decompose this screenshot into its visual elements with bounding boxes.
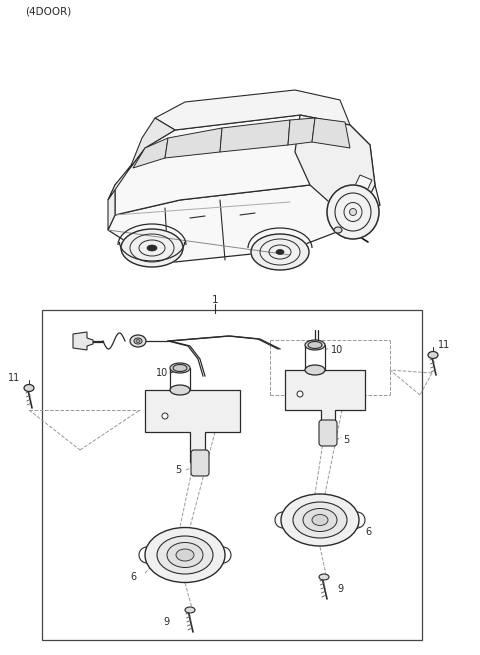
Ellipse shape bbox=[173, 364, 187, 371]
Text: 6: 6 bbox=[365, 527, 371, 537]
Text: 5: 5 bbox=[343, 435, 349, 445]
Polygon shape bbox=[155, 90, 350, 130]
Text: 1: 1 bbox=[212, 295, 218, 305]
Ellipse shape bbox=[170, 385, 190, 395]
Ellipse shape bbox=[312, 514, 328, 525]
Ellipse shape bbox=[185, 607, 195, 613]
Text: (4DOOR): (4DOOR) bbox=[25, 7, 71, 17]
Ellipse shape bbox=[136, 339, 140, 343]
Ellipse shape bbox=[276, 250, 284, 255]
Ellipse shape bbox=[281, 494, 359, 546]
FancyBboxPatch shape bbox=[319, 420, 337, 446]
FancyBboxPatch shape bbox=[191, 450, 209, 476]
Polygon shape bbox=[115, 115, 375, 215]
Polygon shape bbox=[73, 332, 93, 350]
Bar bbox=[42, 310, 422, 640]
Polygon shape bbox=[312, 118, 350, 148]
Ellipse shape bbox=[327, 185, 379, 239]
Polygon shape bbox=[108, 148, 145, 200]
Polygon shape bbox=[133, 138, 168, 168]
Ellipse shape bbox=[134, 338, 142, 344]
Polygon shape bbox=[220, 120, 290, 152]
Ellipse shape bbox=[24, 384, 34, 392]
Polygon shape bbox=[285, 370, 365, 438]
Ellipse shape bbox=[176, 549, 194, 561]
Polygon shape bbox=[130, 118, 175, 168]
Ellipse shape bbox=[251, 234, 309, 270]
Polygon shape bbox=[108, 185, 115, 230]
Ellipse shape bbox=[167, 542, 203, 567]
Polygon shape bbox=[145, 390, 240, 462]
Polygon shape bbox=[108, 185, 380, 262]
Ellipse shape bbox=[308, 341, 322, 348]
Text: 6: 6 bbox=[130, 572, 136, 582]
Ellipse shape bbox=[121, 229, 183, 267]
Ellipse shape bbox=[157, 536, 213, 574]
Text: 9: 9 bbox=[337, 584, 343, 594]
Text: 5: 5 bbox=[175, 465, 181, 475]
Text: 11: 11 bbox=[8, 373, 20, 383]
Ellipse shape bbox=[319, 574, 329, 580]
Polygon shape bbox=[295, 115, 375, 225]
Ellipse shape bbox=[305, 365, 325, 375]
Ellipse shape bbox=[305, 340, 325, 350]
Ellipse shape bbox=[145, 527, 225, 582]
Ellipse shape bbox=[303, 508, 337, 531]
Polygon shape bbox=[165, 128, 222, 158]
Ellipse shape bbox=[130, 335, 146, 347]
Ellipse shape bbox=[428, 352, 438, 358]
Ellipse shape bbox=[297, 391, 303, 397]
Polygon shape bbox=[288, 118, 315, 145]
Text: 10: 10 bbox=[331, 345, 343, 355]
Ellipse shape bbox=[170, 363, 190, 373]
Text: 11: 11 bbox=[438, 340, 450, 350]
Ellipse shape bbox=[293, 502, 347, 538]
Text: 10: 10 bbox=[156, 368, 168, 378]
Polygon shape bbox=[352, 175, 372, 197]
Ellipse shape bbox=[334, 227, 342, 233]
Text: 9: 9 bbox=[163, 617, 169, 627]
Ellipse shape bbox=[162, 413, 168, 419]
Ellipse shape bbox=[349, 208, 357, 215]
Ellipse shape bbox=[147, 245, 157, 251]
